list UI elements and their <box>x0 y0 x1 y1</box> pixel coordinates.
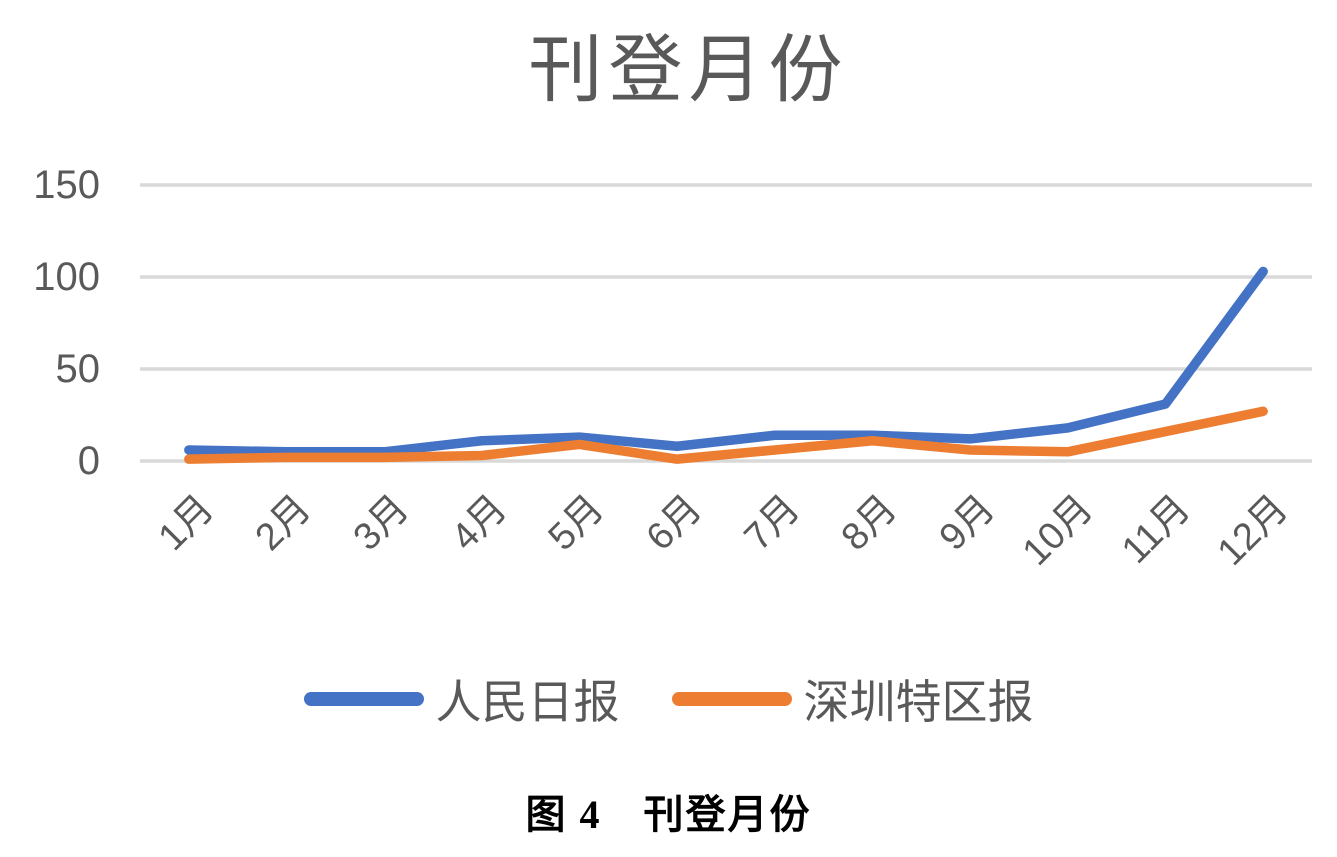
y-tick-label-50: 50 <box>55 347 101 391</box>
legend: 人民日报 深圳特区报 <box>0 668 1337 730</box>
legend-item-peoples-daily: 人民日报 <box>303 666 620 732</box>
legend-item-shenzhen-daily: 深圳特区报 <box>671 666 1034 732</box>
legend-swatch-peoples-daily-icon <box>303 692 424 706</box>
y-tick-label-150: 150 <box>33 163 100 207</box>
series-line-shenzhen-daily <box>184 406 1268 464</box>
chart-title: 刊登月份 <box>528 28 849 111</box>
y-tick-label-0: 0 <box>77 439 100 483</box>
legend-label-peoples-daily: 人民日报 <box>435 676 620 728</box>
y-tick-label-100: 100 <box>33 255 100 299</box>
series-line-peoples-daily <box>184 266 1268 457</box>
legend-swatch-shenzhen-daily-icon <box>671 692 792 706</box>
plot-area: 0 50 100 150 1月 2月 3月 4月 5月 6月 7月 8月 9月 10月 11月 12月 <box>33 163 1312 574</box>
line-chart-canvas <box>140 183 1312 464</box>
figure-caption: 图 4 刊登月份 <box>525 792 812 837</box>
legend-label-shenzhen-daily: 深圳特区报 <box>803 676 1034 728</box>
